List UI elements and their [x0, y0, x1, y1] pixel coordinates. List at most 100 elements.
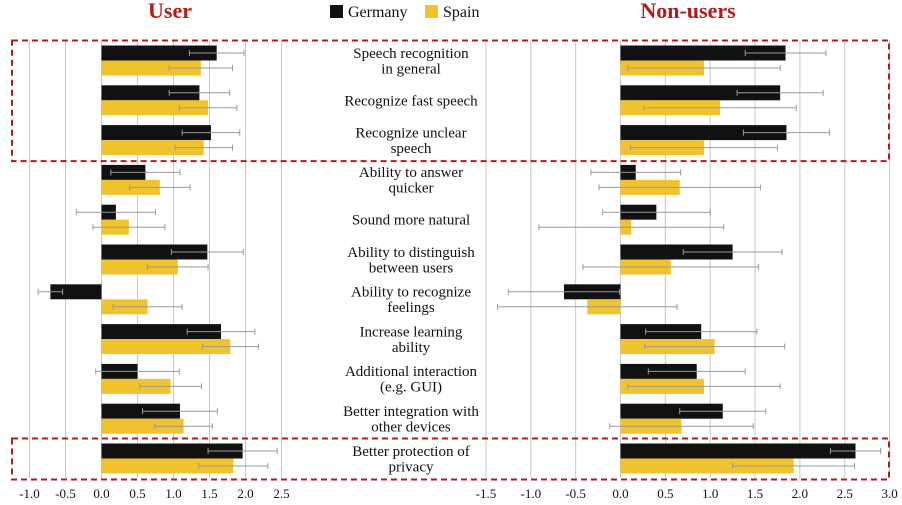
error-bar [170, 249, 244, 255]
category-label: Better integration with other devices [343, 404, 479, 436]
x-tick-label: -1.0 [19, 486, 40, 501]
category-label: Better protection of privacy [352, 444, 469, 476]
bar-germany [101, 45, 217, 61]
x-tick-label: 2.0 [792, 486, 808, 501]
legend-swatch [330, 5, 343, 18]
error-bar [168, 65, 234, 71]
bar-germany [101, 244, 208, 260]
error-bar [643, 104, 797, 111]
error-bar [110, 169, 181, 176]
category-label: Ability to recognize feelings [351, 285, 471, 317]
error-bar [602, 209, 711, 216]
error-bar [147, 264, 209, 270]
error-bar [679, 408, 767, 415]
error-bar [627, 383, 781, 390]
error-bar [181, 129, 241, 136]
highlight-box [11, 39, 890, 163]
error-bar [507, 288, 621, 295]
category-label: Ability to distinguish between users [347, 245, 475, 277]
x-tick-label: 1.0 [702, 486, 718, 501]
category-label: Additional interaction (e.g. GUI) [345, 364, 478, 396]
x-tick-label: 2.0 [237, 486, 253, 501]
error-bar [168, 89, 231, 96]
error-bar [744, 50, 827, 56]
error-bar [142, 408, 218, 415]
error-bar [497, 303, 678, 310]
error-bar [139, 383, 203, 390]
category-label: Ability to answer quicker [359, 165, 463, 197]
error-bar [178, 104, 238, 111]
bar-spain [101, 60, 201, 76]
error-bar [92, 224, 166, 231]
bar-spain [101, 259, 178, 275]
error-bar [732, 463, 856, 469]
error-bar [75, 209, 156, 216]
highlight-box [11, 437, 890, 481]
category-label: Increase learning ability [360, 324, 463, 356]
highlight-boxes-layer [11, 39, 890, 481]
legend-label: Spain [443, 4, 479, 21]
x-tick-label: 3.0 [881, 486, 897, 501]
category-label: Sound more natural [352, 213, 470, 229]
error-bar [186, 328, 256, 335]
bar-spain [101, 418, 184, 434]
bar-germany [620, 443, 856, 459]
x-tick-label: -0.5 [565, 486, 586, 501]
x-tick-label: 0.0 [612, 486, 628, 501]
error-bars-layer [37, 50, 882, 469]
error-bar [644, 343, 786, 350]
error-bar [598, 184, 761, 191]
bar-germany [101, 85, 200, 101]
legend-item-germany: Germany [330, 4, 408, 21]
x-tick-label: 1.5 [747, 486, 763, 501]
error-bar [154, 423, 213, 430]
error-bar [582, 264, 760, 270]
x-tick-label: 0.5 [129, 486, 145, 501]
labels-layer: -1.0 -0.5 0.0 0.5 1.0 1.5 2.0 2.5 User -1.5 -1.0 -0… [19, 0, 898, 501]
error-bar [627, 65, 781, 71]
x-tick-label: 0.5 [657, 486, 673, 501]
x-tick-label: 1.0 [165, 486, 181, 501]
error-bar [629, 144, 778, 151]
bar-germany [101, 125, 211, 141]
x-tick-label: 2.5 [837, 486, 853, 501]
error-bar [201, 343, 259, 350]
bar-spain [101, 140, 204, 156]
error-bar [95, 368, 180, 375]
error-bar [647, 368, 746, 375]
error-bar [174, 144, 234, 151]
bar-spain [101, 339, 231, 355]
bar-germany [620, 244, 733, 260]
error-bar [207, 448, 278, 454]
error-bar [742, 129, 831, 136]
error-bar [112, 303, 183, 310]
panel-title: User [148, 0, 192, 23]
error-bar [198, 463, 269, 469]
category-label: Speech recognition in general [353, 46, 469, 78]
x-tick-label: -1.5 [476, 486, 497, 501]
bar-germany [620, 125, 787, 141]
legend-label: Germany [348, 4, 408, 21]
error-bar [188, 50, 245, 56]
bar-germany [620, 403, 723, 419]
bar-spain [620, 458, 794, 474]
bar-germany [101, 443, 243, 459]
x-tick-label: -1.0 [521, 486, 542, 501]
x-tick-label: 0.0 [93, 486, 109, 501]
x-tick-label: -0.5 [55, 486, 76, 501]
error-bar [682, 249, 783, 255]
bar-germany [620, 85, 781, 101]
x-tick-label: 1.5 [201, 486, 217, 501]
error-bar [645, 328, 758, 335]
error-bar [736, 89, 824, 96]
error-bar [609, 423, 754, 430]
panel-title: Non-users [640, 0, 736, 23]
x-tick-label: 2.5 [273, 486, 289, 501]
category-label: Recognize unclear speech [355, 125, 466, 157]
error-bar [829, 448, 882, 454]
bar-germany [620, 45, 786, 61]
bar-germany [101, 324, 222, 340]
error-bar [37, 288, 64, 295]
bar-spain [101, 100, 209, 116]
